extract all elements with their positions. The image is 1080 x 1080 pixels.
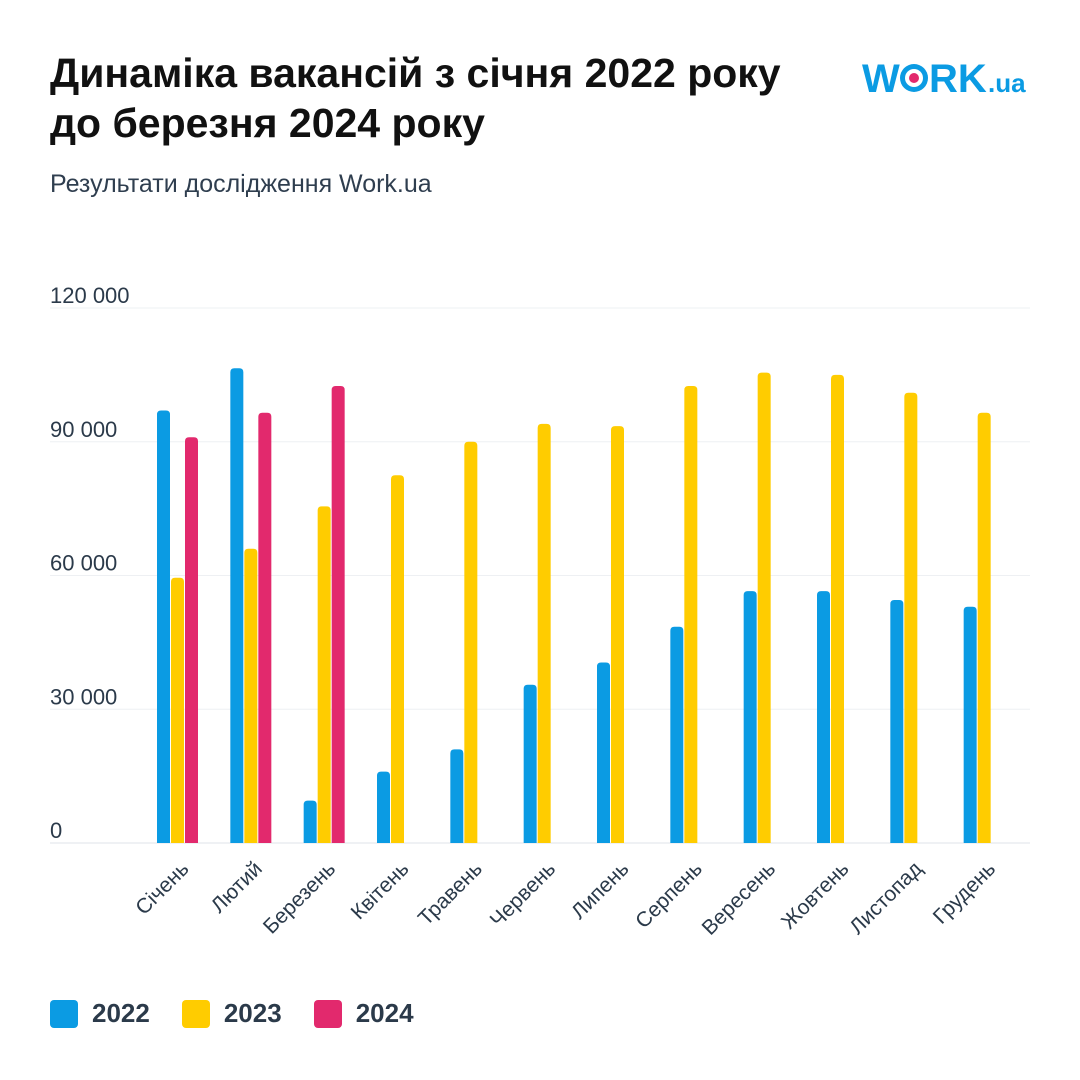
- x-tick-label: Жовтень: [777, 857, 853, 933]
- bar-2023-4: [391, 475, 404, 843]
- legend-label-2023: 2023: [223, 998, 282, 1028]
- bar-2023-2: [244, 548, 258, 843]
- x-tick-label: Грудень: [929, 857, 1000, 928]
- logo-text-w: W: [862, 57, 900, 101]
- bar-2022-6: [523, 684, 537, 843]
- bar-2023-12: [977, 412, 991, 843]
- legend: 2022 2023 2024: [50, 998, 446, 1029]
- bar-2023-8: [684, 386, 698, 843]
- x-tick-label: Лютий: [207, 857, 267, 917]
- y-tick-label: 90 000: [50, 417, 117, 442]
- x-tick-label: Квітень: [347, 857, 414, 924]
- logo-text-ua: .ua: [988, 68, 1026, 98]
- chart-subtitle: Результати дослідження Work.ua: [50, 170, 432, 198]
- bar-2024-2: [258, 412, 272, 843]
- bar-2022-7: [597, 662, 610, 843]
- bar-2022-2: [230, 368, 244, 843]
- bar-2024-3: [331, 386, 345, 843]
- bar-2024-1: [185, 437, 198, 843]
- bar-2022-9: [743, 591, 757, 843]
- legend-item-2023: 2023: [181, 998, 282, 1029]
- bar-2023-10: [831, 374, 844, 843]
- logo-target-icon: [900, 64, 928, 92]
- bar-2022-1: [157, 410, 170, 843]
- bar-2023-11: [904, 392, 918, 843]
- x-tick-label: Вересень: [698, 857, 781, 940]
- bar-2023-6: [537, 423, 551, 843]
- legend-swatch-2023: [181, 999, 210, 1028]
- y-tick-label: 30 000: [50, 684, 117, 709]
- bar-2022-10: [817, 591, 830, 843]
- x-tick-label: Липень: [567, 857, 634, 924]
- y-tick-label: 60 000: [50, 551, 117, 576]
- bar-2022-11: [890, 600, 904, 843]
- x-tick-label: Травень: [414, 857, 487, 930]
- legend-swatch-2024: [313, 999, 342, 1028]
- x-tick-label: Листопад: [845, 857, 927, 939]
- bar-2023-7: [611, 426, 624, 843]
- legend-item-2022: 2022: [50, 998, 150, 1029]
- chart-title: Динаміка вакансій з січня 2022 року до б…: [50, 50, 781, 146]
- y-tick-label: 120 000: [50, 283, 130, 308]
- bar-2022-3: [303, 800, 317, 843]
- bar-2023-5: [464, 441, 478, 843]
- bar-2023-3: [317, 506, 331, 843]
- x-tick-label: Січень: [131, 857, 193, 919]
- x-tick-label: Березень: [259, 857, 340, 938]
- bar-2022-4: [377, 771, 390, 843]
- y-tick-label: 0: [50, 818, 62, 843]
- x-tick-label: Червень: [486, 857, 561, 932]
- legend-item-2024: 2024: [313, 998, 414, 1029]
- bar-2023-9: [757, 372, 771, 843]
- logo-text-rk: RK: [929, 57, 987, 101]
- bar-2023-1: [171, 577, 184, 843]
- legend-swatch-2022: [50, 999, 78, 1028]
- bar-2022-8: [670, 626, 684, 843]
- legend-label-2022: 2022: [92, 998, 150, 1028]
- legend-label-2024: 2024: [355, 998, 414, 1028]
- work-ua-logo: W RK .ua: [862, 57, 1026, 101]
- x-tick-label: Серпень: [631, 857, 707, 933]
- bar-2022-5: [450, 749, 464, 843]
- bar-2022-12: [963, 606, 977, 843]
